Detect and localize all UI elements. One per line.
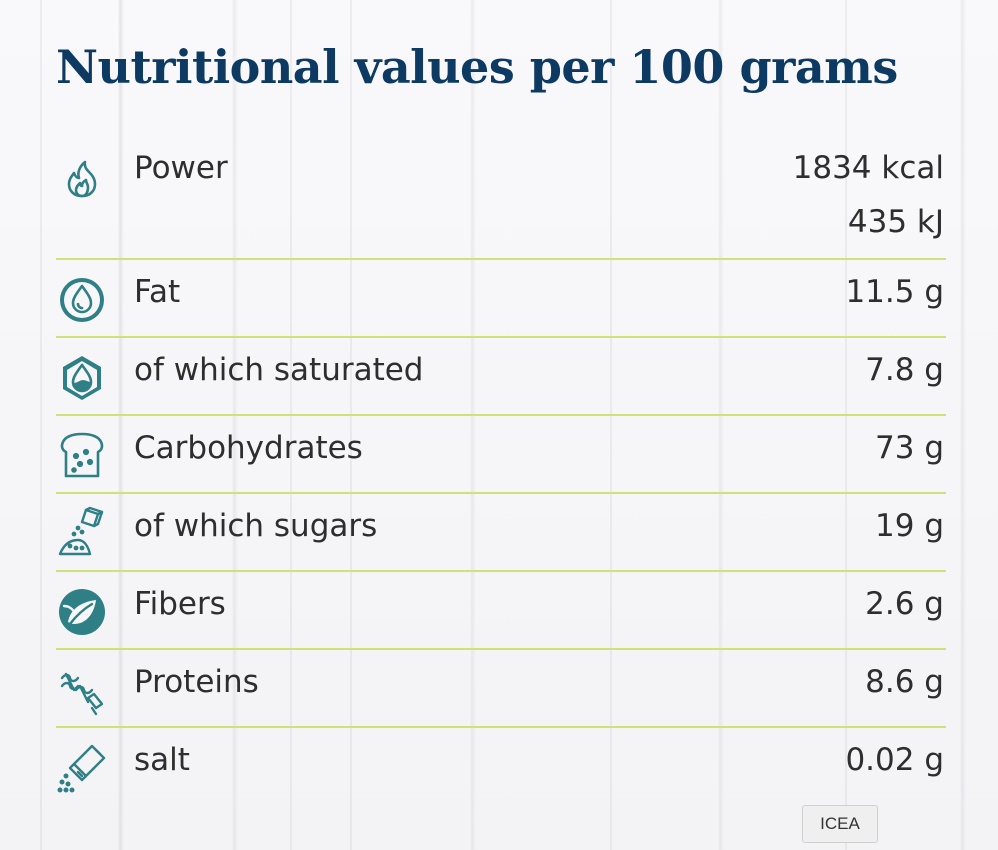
row-value: 2.6 g: [865, 586, 944, 622]
table-row-fibers: Fibers 2.6 g: [56, 572, 946, 650]
table-row-sugars: of which sugars 19 g: [56, 494, 946, 572]
bread-slice-icon: [56, 430, 108, 482]
table-row-carbohydrates: Carbohydrates 73 g: [56, 416, 946, 494]
table-row-power: Power 1834 kcal 435 kJ: [56, 142, 946, 260]
table-row-fat: Fat 11.5 g: [56, 260, 946, 338]
nutrition-panel: Nutritional values per 100 grams Power 1…: [56, 0, 946, 850]
flame-icon: [56, 150, 108, 202]
row-label: of which sugars: [134, 508, 378, 544]
row-label: Power: [134, 150, 228, 186]
nutrition-table: Power 1834 kcal 435 kJ Fat 11.5 g: [56, 142, 946, 806]
row-value: 7.8 g: [865, 352, 944, 388]
saturated-drop-hexagon-icon: [56, 352, 108, 404]
protein-strands-icon: [56, 664, 108, 716]
table-row-salt: salt 0.02 g: [56, 728, 946, 806]
row-value: 8.6 g: [865, 664, 944, 700]
row-value: 11.5 g: [845, 274, 944, 310]
table-row-proteins: Proteins 8.6 g: [56, 650, 946, 728]
row-label: Carbohydrates: [134, 430, 363, 466]
row-value: 19 g: [875, 508, 944, 544]
row-value-secondary: 435 kJ: [847, 204, 944, 240]
sugar-cube-icon: [56, 506, 108, 558]
row-value: 1834 kcal: [792, 150, 944, 186]
fat-drop-icon: [56, 274, 108, 326]
row-label: of which saturated: [134, 352, 424, 388]
certification-badge[interactable]: ICEA: [802, 805, 878, 843]
row-label: Fibers: [134, 586, 226, 622]
row-label: Proteins: [134, 664, 259, 700]
page-title: Nutritional values per 100 grams: [56, 40, 898, 94]
leaf-circle-icon: [56, 586, 108, 638]
row-value: 73 g: [875, 430, 944, 466]
salt-shaker-icon: [56, 742, 108, 794]
row-label: salt: [134, 742, 190, 778]
row-value: 0.02 g: [845, 742, 944, 778]
table-row-saturated: of which saturated 7.8 g: [56, 338, 946, 416]
row-label: Fat: [134, 274, 181, 310]
